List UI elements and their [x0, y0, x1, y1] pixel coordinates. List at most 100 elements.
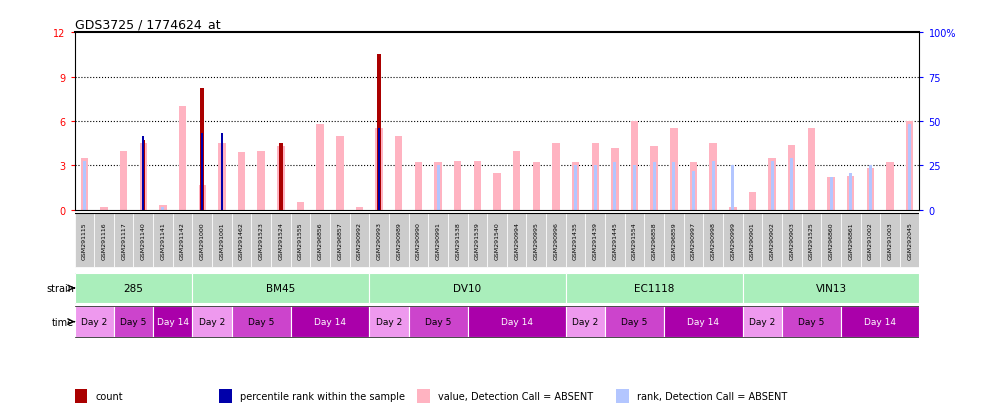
Bar — [83, 161, 85, 210]
Bar — [428, 214, 448, 268]
Text: rank, Detection Call = ABSENT: rank, Detection Call = ABSENT — [637, 391, 787, 401]
Text: Day 2: Day 2 — [573, 317, 598, 326]
Text: GSM296858: GSM296858 — [652, 222, 657, 260]
Bar — [672, 163, 675, 210]
Bar — [869, 166, 872, 210]
Bar — [414, 163, 422, 210]
Text: Day 5: Day 5 — [120, 317, 147, 326]
Bar — [849, 173, 852, 210]
Text: GSM291462: GSM291462 — [240, 222, 245, 260]
Bar — [467, 307, 566, 337]
Text: GSM291439: GSM291439 — [592, 222, 597, 260]
Bar — [782, 307, 841, 337]
Bar — [232, 307, 290, 337]
Bar — [664, 307, 743, 337]
Text: GSM291554: GSM291554 — [632, 222, 637, 260]
Bar — [690, 163, 697, 210]
Bar — [290, 214, 310, 268]
Bar — [880, 214, 900, 268]
Bar — [75, 214, 94, 268]
Bar — [290, 307, 370, 337]
Text: GSM291115: GSM291115 — [82, 222, 86, 260]
Bar — [909, 125, 911, 210]
Bar — [251, 214, 271, 268]
Text: GSM296861: GSM296861 — [848, 222, 853, 260]
Text: GSM290998: GSM290998 — [711, 222, 716, 260]
Bar — [566, 273, 743, 304]
Bar — [821, 214, 841, 268]
Bar — [193, 214, 212, 268]
Text: 285: 285 — [123, 283, 143, 293]
Bar — [653, 163, 656, 210]
Text: GSM291140: GSM291140 — [141, 222, 146, 260]
Bar — [370, 307, 409, 337]
Bar — [605, 307, 664, 337]
Bar — [350, 214, 370, 268]
Bar — [841, 214, 861, 268]
Bar — [434, 163, 441, 210]
Bar — [611, 148, 618, 210]
Text: GSM291117: GSM291117 — [121, 222, 126, 260]
Bar — [378, 55, 381, 210]
Bar — [743, 307, 782, 337]
Text: Day 5: Day 5 — [424, 317, 451, 326]
Bar — [297, 203, 304, 210]
Bar — [141, 141, 145, 210]
Bar — [605, 214, 624, 268]
Bar — [142, 136, 144, 210]
Bar — [593, 166, 596, 210]
Bar — [81, 159, 88, 210]
Bar — [389, 214, 409, 268]
Bar — [193, 307, 232, 337]
Bar — [378, 129, 380, 210]
Bar — [624, 214, 644, 268]
Text: GSM291141: GSM291141 — [160, 222, 165, 260]
Bar — [867, 169, 874, 210]
Bar — [631, 122, 638, 210]
Text: GSM290995: GSM290995 — [534, 222, 539, 260]
Text: GSM291524: GSM291524 — [278, 222, 283, 260]
Text: value, Detection Call = ABSENT: value, Detection Call = ABSENT — [438, 391, 593, 401]
Text: GDS3725 / 1774624_at: GDS3725 / 1774624_at — [75, 17, 221, 31]
Bar — [782, 214, 801, 268]
Bar — [473, 161, 481, 210]
Bar — [827, 178, 835, 210]
Text: GSM292045: GSM292045 — [908, 222, 912, 260]
Text: Day 14: Day 14 — [687, 317, 720, 326]
Bar — [670, 129, 678, 210]
Bar — [139, 144, 147, 210]
Bar — [356, 207, 363, 210]
Text: GSM291539: GSM291539 — [475, 222, 480, 260]
Bar — [692, 172, 695, 210]
Text: Day 2: Day 2 — [376, 317, 402, 326]
Bar — [533, 163, 540, 210]
Bar — [830, 178, 833, 210]
Bar — [212, 214, 232, 268]
Bar — [566, 307, 605, 337]
Bar — [75, 307, 114, 337]
Text: GSM290999: GSM290999 — [731, 222, 736, 260]
Bar — [801, 214, 821, 268]
Bar — [193, 273, 370, 304]
Bar — [906, 122, 913, 210]
Text: Day 5: Day 5 — [248, 317, 274, 326]
Bar — [219, 144, 226, 210]
Bar — [575, 166, 578, 210]
Bar — [704, 214, 723, 268]
Bar — [613, 163, 616, 210]
Text: GSM290991: GSM290991 — [435, 222, 440, 260]
Text: GSM296860: GSM296860 — [829, 222, 834, 260]
Text: GSM291525: GSM291525 — [809, 222, 814, 260]
Text: GSM290993: GSM290993 — [377, 222, 382, 260]
Bar — [238, 153, 246, 210]
Bar — [271, 214, 290, 268]
Bar — [513, 151, 521, 210]
Text: GSM291003: GSM291003 — [888, 222, 893, 260]
Bar — [454, 161, 461, 210]
Bar — [664, 214, 684, 268]
Text: Day 5: Day 5 — [621, 317, 648, 326]
Text: EC1118: EC1118 — [634, 283, 674, 293]
Bar — [221, 133, 223, 210]
Bar — [847, 176, 855, 210]
Bar — [94, 214, 114, 268]
